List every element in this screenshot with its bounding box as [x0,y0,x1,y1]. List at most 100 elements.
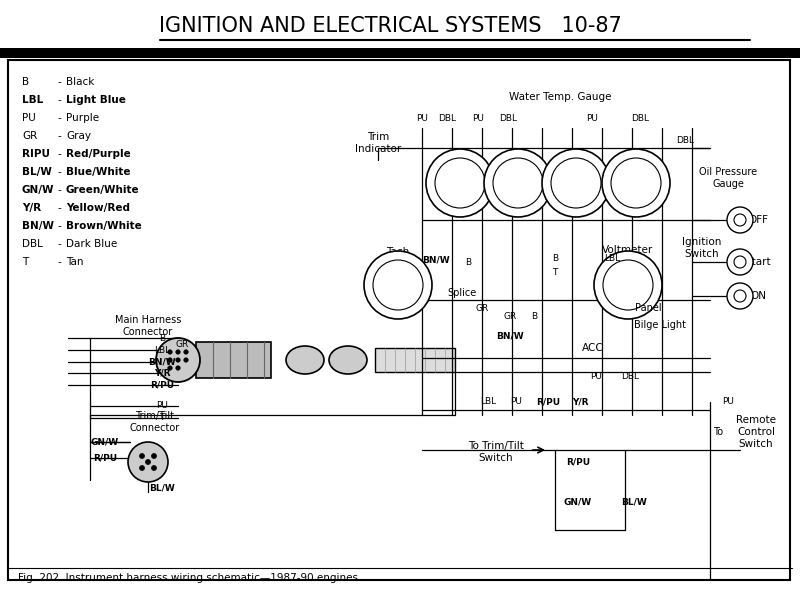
Text: ACC: ACC [582,343,604,353]
Text: LBL: LBL [22,95,43,105]
Text: -: - [58,131,62,141]
Circle shape [734,290,746,302]
Text: -: - [58,167,62,177]
Text: DBL: DBL [621,372,639,380]
Text: BN/W: BN/W [148,358,176,366]
Circle shape [727,249,753,275]
Text: Water Temp. Gauge: Water Temp. Gauge [509,92,611,102]
Text: LBL: LBL [480,398,496,406]
Text: B: B [159,333,165,342]
Text: Trim
Indicator: Trim Indicator [355,132,401,154]
Text: GR: GR [475,303,489,313]
Circle shape [156,338,200,382]
Circle shape [151,454,157,458]
Circle shape [364,251,432,319]
Text: Purple: Purple [66,113,99,123]
Text: GR: GR [22,131,38,141]
Text: GN/W: GN/W [564,498,592,507]
Circle shape [426,149,494,217]
Circle shape [151,465,157,471]
Text: B: B [22,77,29,87]
Text: R/PU: R/PU [566,458,590,466]
Text: Brown/White: Brown/White [66,221,142,231]
Text: Light Blue: Light Blue [66,95,126,105]
Circle shape [184,358,188,362]
Circle shape [435,158,485,208]
Text: Blue/White: Blue/White [66,167,130,177]
Text: B: B [531,312,537,320]
Text: Green/White: Green/White [66,185,140,195]
Text: ON: ON [750,291,766,301]
Circle shape [727,207,753,233]
Circle shape [139,454,145,458]
Text: GR: GR [503,312,517,320]
Text: BL/W: BL/W [621,498,647,507]
Text: Y/R: Y/R [154,369,170,378]
Text: PU: PU [22,113,36,123]
Text: -: - [58,203,62,213]
Text: -: - [58,149,62,159]
Text: OFF: OFF [748,215,768,225]
Text: To: To [713,427,723,437]
Text: -: - [58,221,62,231]
Text: T: T [159,413,165,422]
Circle shape [146,459,150,465]
Text: Tach: Tach [386,247,410,257]
Text: Red/Purple: Red/Purple [66,149,130,159]
Text: DBL: DBL [438,114,456,123]
Text: GR: GR [175,339,189,349]
Text: Y/R: Y/R [22,203,41,213]
Text: Tan: Tan [66,257,83,267]
Text: GN/W: GN/W [22,185,54,195]
Circle shape [611,158,661,208]
Text: Trim/Tilt
Connector: Trim/Tilt Connector [130,411,180,433]
Text: B: B [552,253,558,263]
Text: -: - [58,239,62,249]
Circle shape [176,366,180,370]
Text: PU: PU [472,114,484,123]
Text: RIPU: RIPU [22,149,50,159]
Text: -: - [58,113,62,123]
Text: Gray: Gray [66,131,91,141]
Text: PU: PU [510,398,522,406]
Circle shape [594,251,662,319]
Circle shape [373,260,423,310]
Text: PU: PU [722,398,734,406]
Circle shape [139,465,145,471]
Text: Dark Blue: Dark Blue [66,239,118,249]
Text: DBL: DBL [676,135,694,144]
Circle shape [734,256,746,268]
Text: R/PU: R/PU [93,454,117,462]
Circle shape [484,149,552,217]
Text: Yellow/Red: Yellow/Red [66,203,130,213]
Circle shape [542,149,610,217]
Text: PU: PU [586,114,598,123]
Text: DBL: DBL [499,114,517,123]
Circle shape [602,149,670,217]
Text: BN/W: BN/W [496,332,524,340]
Text: BL/W: BL/W [149,484,175,492]
Text: Main Harness
Connector: Main Harness Connector [115,315,181,337]
Text: R/PU: R/PU [536,398,560,406]
Text: T: T [22,257,28,267]
Bar [196,342,271,378]
Circle shape [128,442,168,482]
Circle shape [551,158,601,208]
Text: Bilge Light: Bilge Light [634,320,686,330]
Text: PU: PU [416,114,428,123]
Circle shape [168,358,172,362]
Text: Panel: Panel [634,303,662,313]
Text: PU: PU [590,372,602,380]
Text: Splice: Splice [447,288,477,298]
Circle shape [603,260,653,310]
Text: Black: Black [66,77,94,87]
Circle shape [734,214,746,226]
Text: -: - [58,185,62,195]
Ellipse shape [329,346,367,374]
Circle shape [727,283,753,309]
Text: To Trim/Tilt
Switch: To Trim/Tilt Switch [468,441,524,463]
Text: BL/W: BL/W [22,167,52,177]
Text: DBL: DBL [631,114,649,123]
Circle shape [168,366,172,370]
Text: Fig. 202  Instrument harness wiring schematic—1987-90 engines: Fig. 202 Instrument harness wiring schem… [18,573,358,583]
